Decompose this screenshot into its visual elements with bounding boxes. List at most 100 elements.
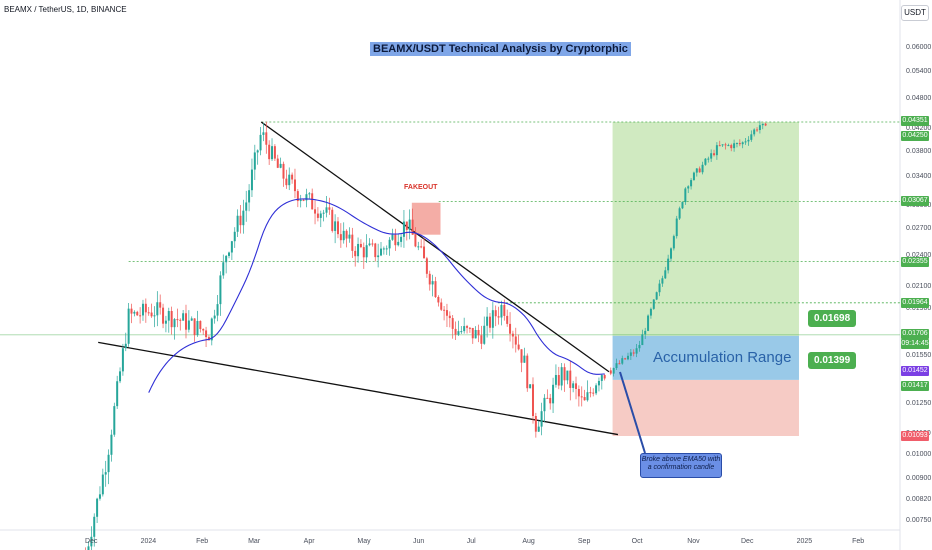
price-candle-65	[271, 146, 274, 160]
x-tick-label: May	[357, 538, 371, 545]
price-candle-145	[500, 304, 503, 318]
price-candle-179	[597, 380, 600, 386]
price-candle-3	[93, 516, 96, 537]
projection-candle-47	[744, 141, 747, 143]
price-candle-61	[259, 134, 262, 151]
price-candle-52	[233, 231, 236, 242]
price-candle-93	[351, 234, 354, 251]
price-candle-131	[460, 331, 463, 333]
y-tick-label: 0.01550	[906, 351, 932, 359]
price-candle-136	[474, 329, 477, 339]
ema-breakout-note: Broke above EMA50 with a confirmation ca…	[640, 453, 722, 478]
price-candle-64	[268, 144, 271, 160]
projection-candle-16	[655, 292, 658, 300]
price-candle-89	[339, 234, 342, 241]
x-tick-label: Nov	[687, 538, 700, 545]
price-candle-163	[552, 384, 555, 404]
price-candle-170	[572, 383, 575, 388]
price-candle-114	[411, 219, 414, 235]
price-candle-169	[569, 370, 572, 388]
price-candle-45	[213, 315, 216, 319]
descending-trendline	[260, 121, 610, 373]
projection-candle-20	[667, 258, 670, 271]
price-candle-146	[503, 304, 506, 316]
projection-candle-31	[698, 168, 701, 173]
projection-candle-1	[612, 368, 615, 374]
price-candle-88	[336, 221, 339, 235]
price-candle-33	[179, 319, 182, 321]
price-candle-36	[187, 320, 190, 330]
price-candle-50	[228, 252, 231, 256]
price-candle-98	[365, 245, 368, 258]
price-candle-79	[311, 193, 314, 210]
price-candle-75	[299, 199, 302, 202]
price-candle-13	[121, 348, 124, 372]
price-candle-55	[242, 210, 245, 226]
price-tag: 0.01706	[901, 328, 929, 339]
projection-candle-19	[664, 270, 667, 279]
profit-zone	[612, 122, 799, 336]
price-candle-46	[216, 304, 219, 316]
price-candle-85	[328, 207, 331, 210]
price-candle-80	[314, 209, 317, 214]
price-candle-137	[477, 329, 480, 336]
price-candle-30	[170, 310, 173, 328]
price-tag: 0.02355	[901, 256, 929, 267]
price-candle-47	[219, 275, 222, 305]
y-tick-label: 0.02700	[906, 225, 932, 233]
price-candle-124	[440, 302, 443, 310]
price-candle-180	[600, 375, 603, 381]
accumulation-range-label: Accumulation Range	[653, 349, 792, 366]
price-candle-123	[437, 296, 440, 303]
price-candle-140	[486, 316, 489, 326]
price-candle-113	[408, 219, 411, 230]
projection-candle-52	[758, 125, 761, 131]
price-candle-83	[322, 212, 325, 214]
note-line-2: a confirmation candle	[647, 464, 715, 471]
price-candle-12	[119, 371, 122, 382]
price-candle-59	[253, 152, 256, 170]
price-candle-29	[167, 310, 170, 321]
price-candle-19	[139, 315, 142, 317]
y-tick-label: 0.03400	[906, 173, 932, 181]
price-candle-24	[153, 315, 156, 317]
projection-candle-7	[629, 352, 632, 356]
projection-candle-9	[635, 348, 638, 354]
projection-candle-14	[649, 308, 652, 316]
x-tick-label: Apr	[303, 538, 315, 545]
currency-button[interactable]: USDT	[901, 5, 929, 21]
price-candle-120	[428, 273, 431, 285]
price-candle-76	[302, 199, 305, 201]
accumulation-zone	[612, 335, 799, 380]
price-candle-139	[483, 325, 486, 344]
price-candle-18	[136, 311, 139, 316]
fakeout-label: FAKEOUT	[404, 184, 438, 191]
projection-candle-2	[615, 363, 618, 369]
price-candle-173	[580, 396, 583, 398]
price-candle-135	[471, 327, 474, 339]
x-tick-label: Oct	[631, 538, 643, 545]
projection-candle-5	[624, 358, 627, 360]
price-candle-9	[110, 434, 113, 455]
price-candle-152	[520, 349, 523, 363]
price-candle-48	[222, 262, 225, 276]
price-candle-17	[133, 311, 136, 314]
projection-candle-38	[718, 145, 721, 147]
price-candle-121	[431, 281, 434, 285]
price-candle-106	[388, 239, 391, 249]
projection-candle-40	[724, 144, 727, 146]
price-candle-96	[359, 243, 362, 248]
projection-candle-23	[675, 218, 678, 237]
price-candle-74	[296, 191, 299, 202]
price-candle-77	[305, 194, 308, 201]
price-candle-129	[454, 328, 457, 335]
price-candle-154	[526, 355, 529, 389]
price-candle-66	[273, 146, 276, 159]
ema50-line	[148, 198, 605, 393]
y-tick-label: 0.01900	[906, 305, 932, 313]
projection-candle-21	[670, 248, 673, 259]
projection-candle-0	[609, 370, 612, 374]
symbol-header: BEAMX / TetherUS, 1D, BINANCE	[4, 5, 127, 14]
projection-candle-17	[658, 283, 661, 293]
